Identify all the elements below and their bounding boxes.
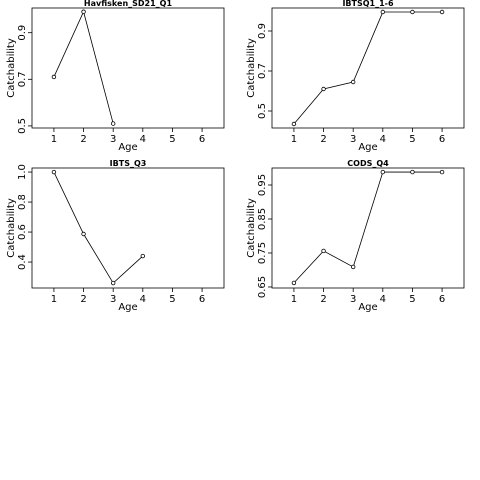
plot-frame	[31, 167, 225, 289]
y-tick-label: 0.9	[257, 23, 268, 39]
data-point	[110, 280, 116, 286]
data-point	[350, 79, 356, 85]
panel: Havfisken_SD21_Q1 Age Catchability 1 2 3 4 5 6 0.…	[6, 0, 225, 153]
y-tick-label: 0.4	[17, 254, 28, 270]
data-point	[410, 9, 415, 15]
panel: IBTS_Q3 Age Catchability 1 2 3 4 5 6 0.4 0.6 0.8 1.0	[6, 159, 225, 313]
x-tick-label: 1	[291, 294, 297, 305]
y-tick-label: 0.9	[17, 25, 28, 41]
x-axis-label: Age	[118, 142, 137, 153]
data-point	[350, 264, 356, 270]
x-tick-label: 1	[51, 294, 57, 305]
data-point	[291, 280, 297, 286]
data-point	[291, 121, 297, 127]
plot-frame	[271, 7, 465, 129]
x-tick-label: 5	[409, 134, 415, 145]
y-tick-label: 0.8	[17, 194, 28, 210]
data-point	[321, 248, 326, 254]
x-tick-label: 3	[110, 134, 116, 145]
x-axis-label: Age	[118, 302, 137, 313]
x-tick-label: 5	[169, 294, 175, 305]
y-tick-label: 0.85	[257, 208, 268, 230]
plot-frame	[31, 7, 225, 129]
x-tick-label: 5	[169, 134, 175, 145]
y-tick-label: 0.95	[257, 174, 268, 196]
x-tick-label: 5	[409, 294, 415, 305]
data-point	[81, 231, 86, 237]
data-point	[380, 169, 386, 175]
panel: IBTSQ1_1-6 Age Catchability 1 2 3 4 5 6 0.5 0.7 0.9	[246, 0, 465, 153]
x-tick-label: 6	[439, 294, 445, 305]
data-point	[140, 253, 146, 259]
data-line	[293, 11, 443, 125]
data-point	[51, 169, 57, 175]
x-tick-label: 2	[320, 294, 326, 305]
x-axis-label: Age	[358, 142, 377, 153]
data-point	[439, 9, 445, 15]
data-point	[380, 9, 386, 15]
plot-frame	[271, 167, 465, 289]
x-tick-label: 1	[291, 134, 297, 145]
panel-title: Havfisken_SD21_Q1	[84, 0, 173, 8]
panel-title: CODS_Q4	[347, 159, 389, 168]
x-tick-label: 3	[350, 294, 356, 305]
x-tick-label: 6	[199, 134, 205, 145]
y-tick-label: 0.6	[17, 224, 28, 240]
data-point	[321, 86, 326, 92]
x-tick-label: 2	[80, 294, 86, 305]
data-line	[53, 171, 144, 284]
y-tick-label: 0.65	[257, 276, 268, 298]
y-axis-label: Catchability	[246, 198, 257, 258]
y-tick-label: 0.75	[257, 242, 268, 264]
x-axis-label: Age	[358, 302, 377, 313]
data-point	[51, 74, 57, 80]
data-line	[293, 171, 443, 284]
x-tick-label: 2	[320, 134, 326, 145]
x-tick-label: 4	[140, 294, 146, 305]
y-tick-label: 1.0	[17, 164, 28, 180]
data-point	[410, 169, 415, 175]
data-point	[439, 169, 445, 175]
x-tick-label: 3	[350, 134, 356, 145]
x-tick-label: 1	[51, 134, 57, 145]
y-axis-label: Catchability	[6, 198, 17, 258]
x-tick-label: 4	[380, 294, 386, 305]
panel-title: IBTSQ1_1-6	[342, 0, 394, 8]
panel-title: IBTS_Q3	[110, 159, 147, 168]
x-tick-label: 4	[140, 134, 146, 145]
x-tick-label: 3	[110, 294, 116, 305]
x-tick-label: 4	[380, 134, 386, 145]
y-tick-label: 0.5	[257, 103, 268, 119]
panel: CODS_Q4 Age Catchability 1 2 3 4 5 6 0.65 0.75 0.85…	[246, 159, 465, 313]
y-tick-label: 0.7	[17, 71, 28, 87]
x-tick-label: 6	[199, 294, 205, 305]
y-tick-label: 0.5	[17, 118, 28, 134]
data-point	[81, 9, 86, 14]
x-tick-label: 6	[439, 134, 445, 145]
data-point	[110, 121, 116, 126]
y-axis-label: Catchability	[246, 38, 257, 98]
data-line	[53, 10, 114, 124]
y-axis-label: Catchability	[6, 38, 17, 98]
x-tick-label: 2	[80, 134, 86, 145]
y-tick-label: 0.7	[257, 63, 268, 79]
